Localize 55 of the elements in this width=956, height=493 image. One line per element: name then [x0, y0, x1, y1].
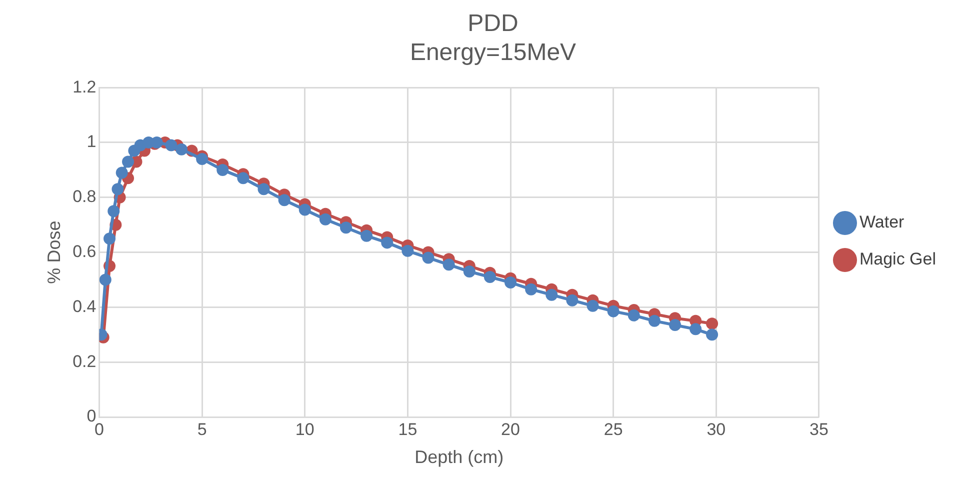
legend-label: Water [859, 212, 905, 232]
point [237, 172, 250, 184]
point [566, 294, 578, 306]
point [175, 143, 188, 156]
point [442, 258, 455, 271]
point [360, 230, 373, 242]
y-tick-label: 1.2 [72, 77, 96, 96]
point [104, 232, 116, 245]
point [278, 194, 290, 206]
point [402, 244, 414, 257]
point [165, 139, 178, 152]
y-tick-label: 0.4 [72, 296, 96, 316]
y-tick-label: 0.8 [72, 187, 96, 206]
point [525, 283, 538, 296]
point [504, 276, 517, 288]
point [108, 205, 120, 218]
x-tick-label: 20 [501, 420, 520, 439]
y-tick-label: 0.6 [72, 242, 96, 261]
x-tick-label: 25 [604, 420, 623, 439]
x-tick-label: 35 [810, 420, 828, 439]
point [706, 318, 718, 330]
x-tick-label: 10 [295, 420, 314, 439]
point [196, 152, 208, 165]
x-tick-label: 30 [706, 420, 726, 439]
point [319, 213, 332, 226]
point [258, 183, 270, 196]
point [122, 156, 134, 168]
y-tick-label: 1 [86, 132, 96, 152]
point [706, 328, 718, 341]
point [586, 300, 599, 312]
point [298, 204, 311, 216]
y-tick-label: 0.2 [72, 352, 96, 371]
point [690, 323, 702, 336]
x-tick-label: 15 [398, 420, 418, 439]
point [340, 222, 352, 234]
point [422, 252, 434, 264]
point [484, 271, 496, 284]
point [99, 274, 112, 286]
point [116, 166, 128, 179]
point [669, 319, 682, 332]
point [546, 288, 558, 301]
point [381, 236, 394, 249]
x-tick-label: 5 [197, 420, 207, 439]
point [112, 183, 124, 196]
y-tick-label: 0 [86, 406, 96, 426]
point [648, 314, 660, 327]
point [628, 309, 640, 322]
y-axis-title: % Dose [44, 220, 64, 284]
x-axis-title: Depth (cm) [414, 447, 504, 468]
text: PDD [468, 10, 518, 38]
text: Energy=15MeV [410, 38, 576, 66]
point [607, 305, 620, 318]
point [463, 266, 476, 278]
legend-label: Magic Gel [859, 250, 936, 269]
point [216, 164, 229, 176]
